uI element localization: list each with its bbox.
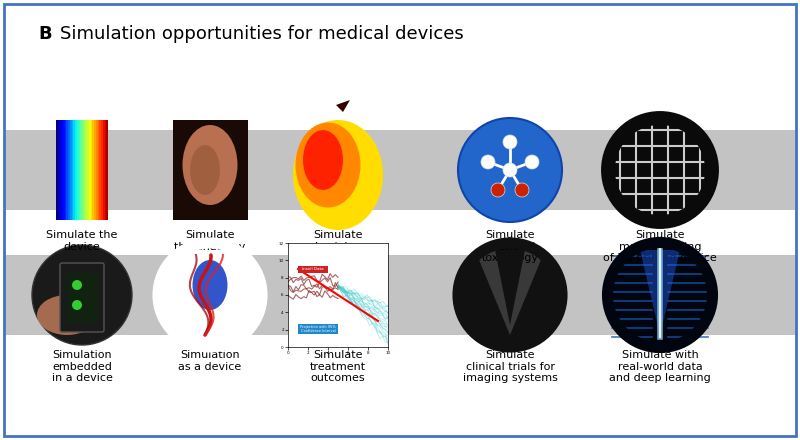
Bar xyxy=(80,120,82,220)
Bar xyxy=(72,120,74,220)
Polygon shape xyxy=(495,250,525,325)
Circle shape xyxy=(503,135,517,149)
Bar xyxy=(90,120,92,220)
Ellipse shape xyxy=(193,260,227,310)
Bar xyxy=(75,120,77,220)
Bar xyxy=(59,120,61,220)
Bar xyxy=(70,120,72,220)
Text: Simulation
embedded
in a device: Simulation embedded in a device xyxy=(51,350,113,383)
Text: Simulate
treatment
outcomes: Simulate treatment outcomes xyxy=(310,350,366,383)
Text: Simulation
as a device: Simulation as a device xyxy=(178,350,242,372)
Bar xyxy=(105,120,106,220)
Circle shape xyxy=(515,183,529,197)
FancyBboxPatch shape xyxy=(298,265,328,273)
Bar xyxy=(74,120,75,220)
Bar xyxy=(66,120,68,220)
Bar xyxy=(56,120,58,220)
Circle shape xyxy=(491,183,505,197)
Circle shape xyxy=(525,155,539,169)
Ellipse shape xyxy=(190,145,220,195)
Circle shape xyxy=(458,243,562,347)
Text: Simulation opportunities for medical devices: Simulation opportunities for medical dev… xyxy=(60,25,464,43)
Ellipse shape xyxy=(37,295,97,335)
Bar xyxy=(66,273,98,323)
Bar xyxy=(4,255,796,335)
Bar xyxy=(84,120,86,220)
Ellipse shape xyxy=(293,120,383,230)
Bar xyxy=(63,120,65,220)
Bar xyxy=(87,120,89,220)
Bar xyxy=(61,120,63,220)
Bar xyxy=(58,120,59,220)
Text: Simulate
physiology: Simulate physiology xyxy=(308,230,368,252)
Bar xyxy=(65,120,66,220)
Bar xyxy=(173,120,247,220)
Text: Simulate
the anatomy: Simulate the anatomy xyxy=(174,230,246,252)
Polygon shape xyxy=(640,250,680,335)
Circle shape xyxy=(608,118,712,222)
Text: Simulate
chemical
toxicology: Simulate chemical toxicology xyxy=(482,230,538,263)
Bar xyxy=(78,120,80,220)
Polygon shape xyxy=(336,100,350,112)
Bar xyxy=(99,120,101,220)
Ellipse shape xyxy=(303,130,343,190)
Text: Simulate with
real-world data
and deep learning: Simulate with real-world data and deep l… xyxy=(609,350,711,383)
Bar xyxy=(56,120,108,220)
Bar xyxy=(106,120,108,220)
Bar xyxy=(101,120,102,220)
Circle shape xyxy=(458,118,562,222)
Text: B: B xyxy=(38,25,52,43)
Bar xyxy=(94,120,96,220)
Bar xyxy=(4,130,796,210)
Ellipse shape xyxy=(182,125,238,205)
Text: Projection with 95%
Confidence Interval: Projection with 95% Confidence Interval xyxy=(300,325,336,333)
Circle shape xyxy=(503,163,517,177)
Bar xyxy=(86,120,87,220)
Circle shape xyxy=(72,300,82,310)
FancyBboxPatch shape xyxy=(60,263,104,332)
Ellipse shape xyxy=(32,245,132,345)
Bar xyxy=(96,120,98,220)
Ellipse shape xyxy=(607,242,713,348)
Ellipse shape xyxy=(295,122,361,208)
Bar xyxy=(89,120,90,220)
Circle shape xyxy=(481,155,495,169)
Bar xyxy=(77,120,78,220)
Bar xyxy=(82,120,84,220)
Bar xyxy=(68,120,70,220)
Circle shape xyxy=(72,280,82,290)
Circle shape xyxy=(158,243,262,347)
Text: Insell Data: Insell Data xyxy=(302,268,324,271)
Bar xyxy=(98,120,99,220)
FancyBboxPatch shape xyxy=(298,323,338,334)
Text: Simulate
manufacturing
of 3D printed device: Simulate manufacturing of 3D printed dev… xyxy=(603,230,717,263)
Text: Simulate the
device: Simulate the device xyxy=(46,230,118,252)
Polygon shape xyxy=(475,250,545,335)
Bar xyxy=(93,120,94,220)
Bar xyxy=(102,120,105,220)
Text: Simulate
clinical trials for
imaging systems: Simulate clinical trials for imaging sys… xyxy=(462,350,558,383)
